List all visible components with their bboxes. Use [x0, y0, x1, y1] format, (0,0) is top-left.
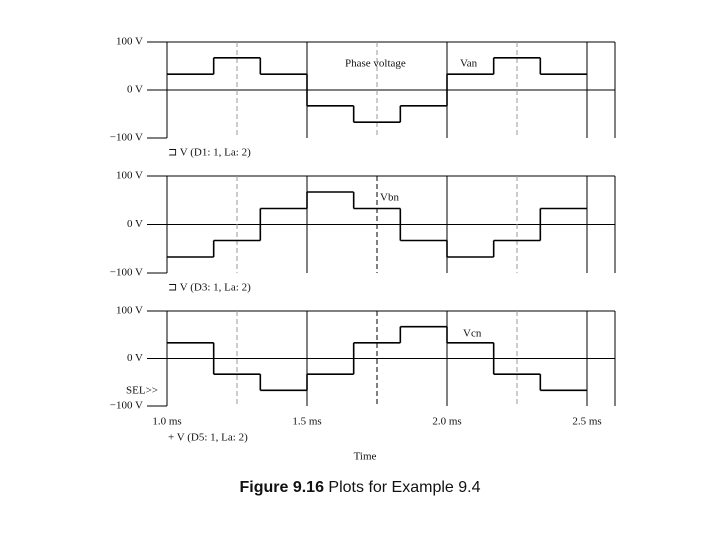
y-tick-label: −100 V: [110, 267, 143, 279]
footer-label: ⊐ V (D1: 1, La: 2): [168, 147, 251, 159]
caption-text: Plots for Example 9.4: [328, 479, 480, 496]
series-label: Vcn: [463, 328, 482, 340]
y-tick-label: −100 V: [110, 132, 143, 144]
caption: Figure 9.16 Plots for Example 9.4: [239, 479, 480, 496]
y-tick-label: 0 V: [127, 218, 143, 230]
y-tick-label: 0 V: [127, 84, 143, 96]
x-tick-label: 1.5 ms: [292, 416, 321, 428]
y-tick-label: −100 V: [110, 400, 143, 412]
annotation: Phase voltage: [345, 58, 406, 70]
series-label: Vbn: [380, 192, 399, 204]
footer-label: ⊐ V (D3: 1, La: 2): [168, 282, 251, 294]
series-label: Van: [460, 58, 478, 70]
y-tick-label: 100 V: [116, 170, 143, 182]
caption-label: Figure 9.16: [239, 479, 324, 496]
y-tick-label: 0 V: [127, 352, 143, 364]
x-tick-label: 2.0 ms: [432, 416, 461, 428]
annotation: SEL>>: [126, 385, 158, 397]
x-tick-label: 1.0 ms: [152, 416, 181, 428]
x-tick-label: 2.5 ms: [572, 416, 601, 428]
x-axis-label: Time: [354, 451, 377, 463]
y-tick-label: 100 V: [116, 305, 143, 317]
footer-label: + V (D5: 1, La: 2): [168, 432, 248, 444]
y-tick-label: 100 V: [116, 36, 143, 48]
